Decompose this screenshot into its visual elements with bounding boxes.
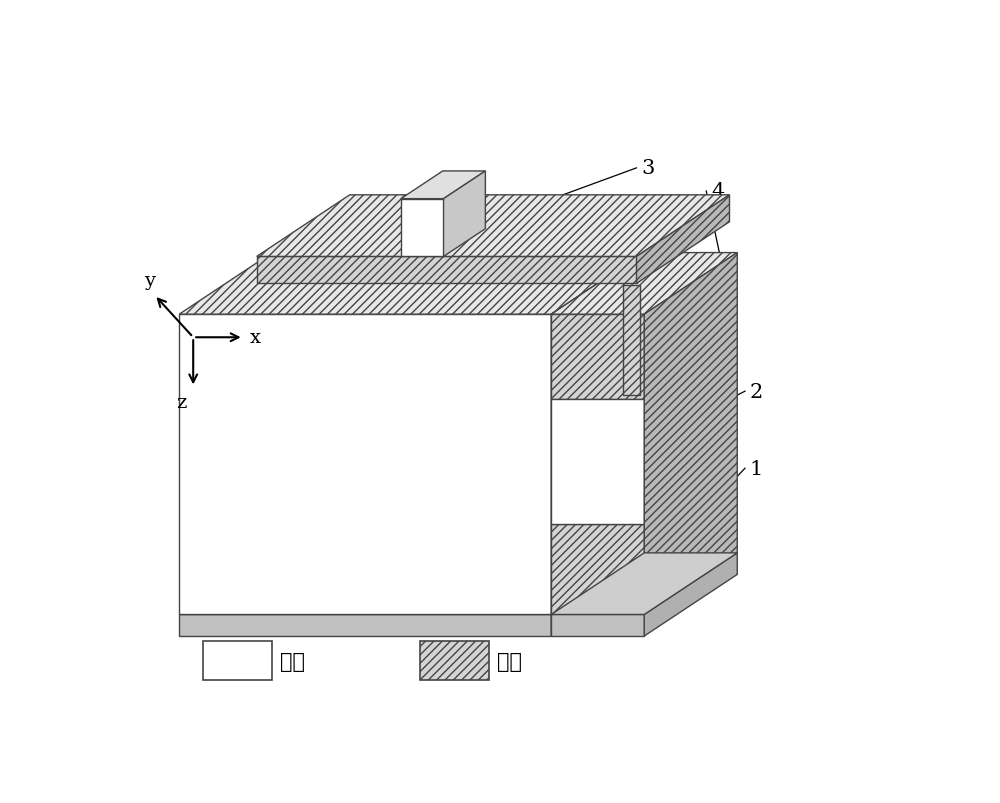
Polygon shape	[551, 253, 644, 614]
Polygon shape	[623, 286, 640, 396]
Polygon shape	[179, 614, 551, 636]
Text: 1: 1	[750, 459, 763, 478]
Bar	[202, 642, 272, 680]
Text: 2: 2	[750, 382, 763, 402]
Bar	[420, 642, 489, 680]
Polygon shape	[551, 524, 644, 614]
Polygon shape	[551, 553, 737, 614]
Polygon shape	[179, 253, 644, 315]
Text: z: z	[177, 394, 187, 412]
Polygon shape	[551, 253, 737, 315]
Polygon shape	[179, 315, 551, 614]
Text: y: y	[144, 271, 155, 289]
Text: x: x	[250, 329, 261, 347]
Polygon shape	[551, 399, 644, 524]
Text: 空气: 空气	[280, 651, 305, 671]
Polygon shape	[551, 614, 644, 636]
Polygon shape	[551, 553, 644, 636]
Polygon shape	[401, 172, 485, 199]
Polygon shape	[179, 553, 644, 614]
Polygon shape	[637, 196, 730, 284]
Polygon shape	[644, 253, 737, 614]
Text: 4: 4	[711, 182, 724, 202]
Text: 3: 3	[641, 159, 655, 178]
Polygon shape	[257, 196, 730, 257]
Polygon shape	[257, 257, 637, 284]
Polygon shape	[401, 199, 444, 257]
Text: 金属: 金属	[497, 651, 522, 671]
Polygon shape	[551, 315, 644, 399]
Polygon shape	[444, 172, 485, 257]
Polygon shape	[644, 553, 737, 636]
